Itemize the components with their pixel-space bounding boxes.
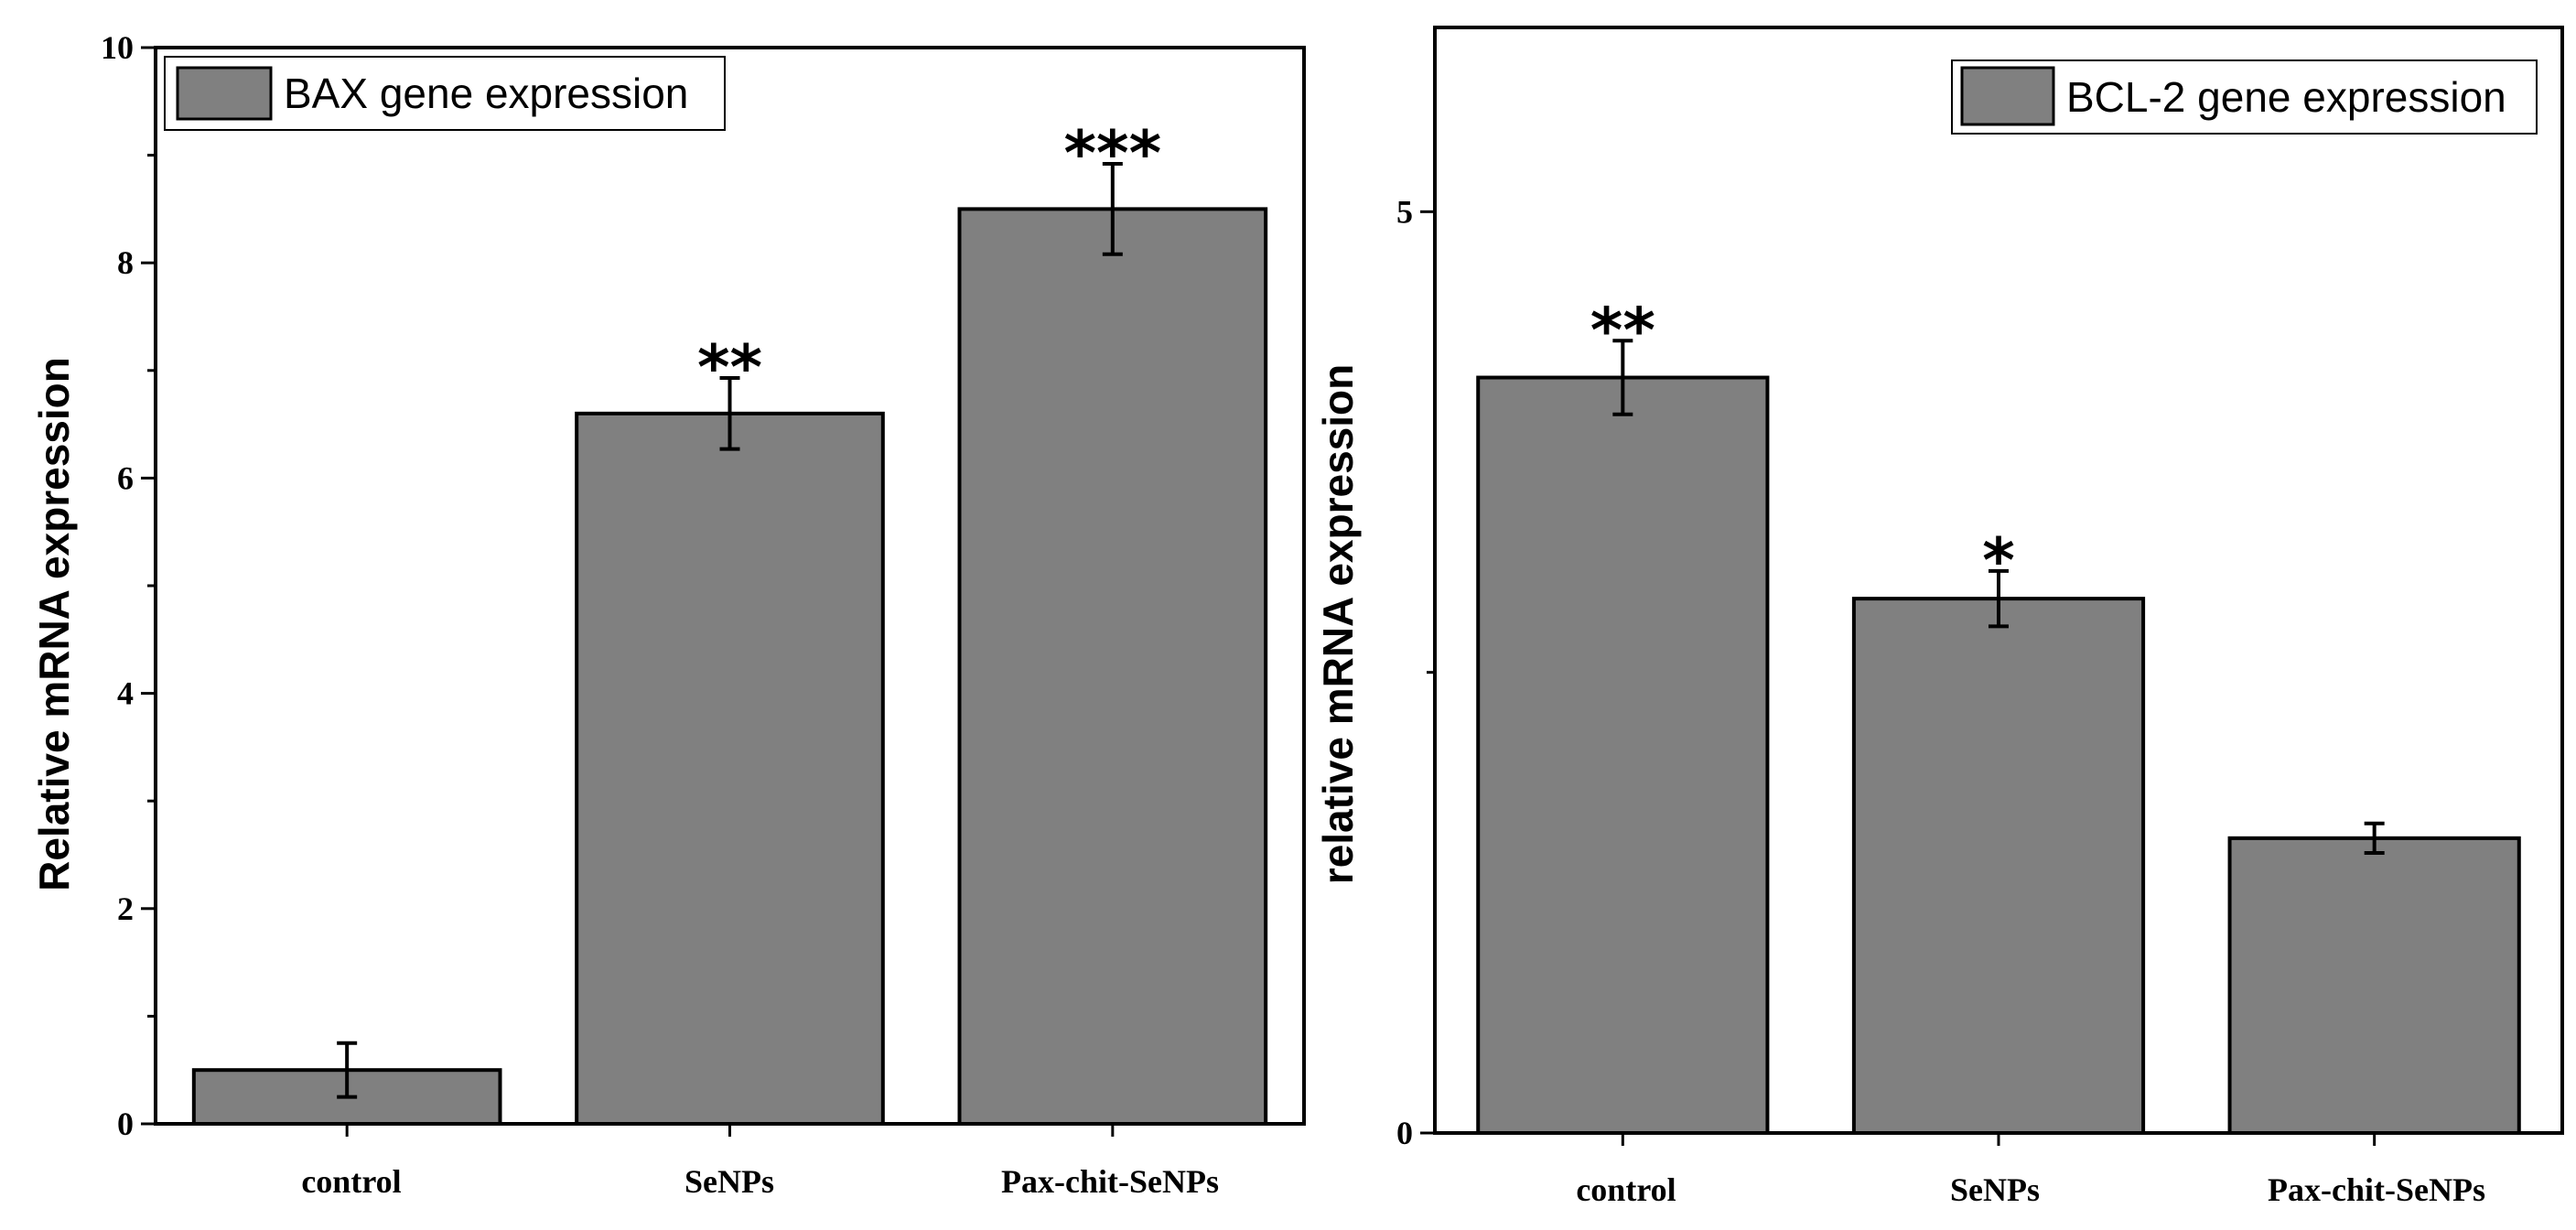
bcl2-x-label-senps: SeNPs [1950,1171,2040,1208]
bcl2-significance-senps: * [1982,525,2015,598]
bax-significance-pax-chit-senps: *** [1063,118,1161,190]
bcl2-x-label-control: control [1576,1171,1676,1208]
bcl2-bar-0 [1476,375,1770,1135]
bcl2-y-tick-label: 5 [1396,193,1413,230]
bax-bar-2 [957,207,1268,1126]
bcl2-significance-control: ** [1590,295,1655,367]
bax-y-tick-label: 0 [117,1106,134,1142]
bax-y-tick-label: 8 [117,244,134,281]
bcl2-bar-2 [2227,836,2521,1135]
bax-y-axis-title: Relative mRNA expression [30,357,78,891]
chart-bcl2: relative mRNA expression 05 BCL-2 gene e… [1314,26,2564,1208]
bax-bar-1 [575,411,885,1126]
bax-y-tick-label: 10 [101,29,134,66]
chart-bax: Relative mRNA expression 0 2 4 6 8 10 BAX gen… [30,29,1306,1200]
bax-legend-swatch [176,66,273,121]
bax-x-label-senps: SeNPs [684,1163,774,1200]
bcl2-legend-swatch [1960,66,2055,126]
bax-y-tick-label: 4 [117,675,134,712]
bcl2-y-axis-title: relative mRNA expression [1314,364,1362,884]
bax-y-tick-label: 6 [117,459,134,496]
bcl2-x-label-pax-chit-senps: Pax-chit-SeNPs [2268,1171,2485,1208]
bax-y-tick-label: 2 [117,890,134,927]
bax-legend-label: BAX gene expression [284,70,688,117]
bcl2-plot-area: 05 [1396,26,2564,1151]
bax-significance-senps: ** [697,332,762,405]
bcl2-bar-1 [1851,597,2146,1135]
bax-x-label-control: control [301,1163,401,1200]
bax-plot-area: 0 2 4 6 8 10 [101,29,1306,1142]
bax-x-label-pax-chit-senps: Pax-chit-SeNPs [1001,1163,1219,1200]
bcl2-legend: BCL-2 gene expression [1951,59,2538,135]
bax-legend: BAX gene expression [164,56,726,131]
bcl2-legend-label: BCL-2 gene expression [2066,73,2506,121]
bcl2-y-tick-label: 0 [1396,1115,1413,1151]
